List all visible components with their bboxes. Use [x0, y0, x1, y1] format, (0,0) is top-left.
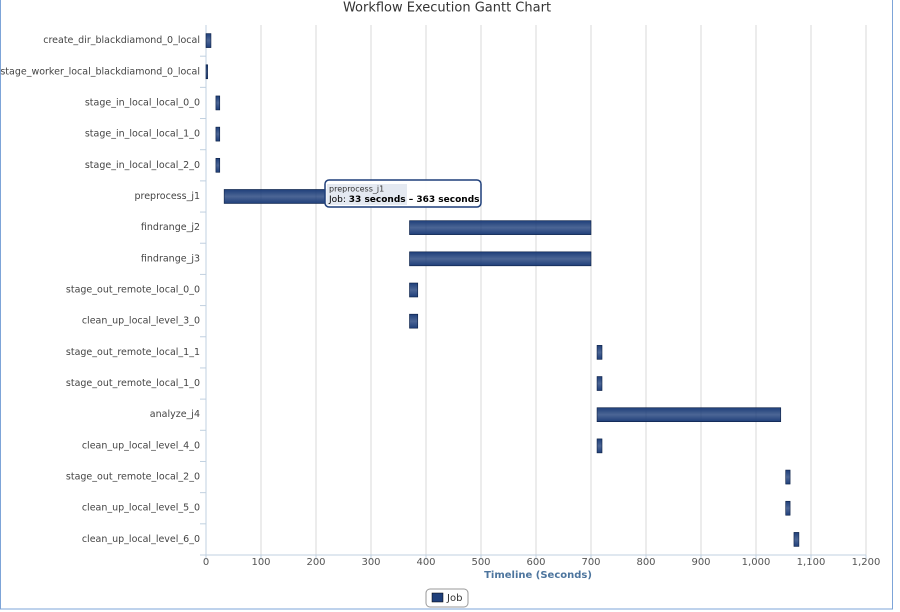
bar: [215, 157, 221, 173]
x-tick-label: 800: [636, 557, 655, 568]
bar: [785, 500, 791, 516]
bar: [205, 33, 212, 48]
x-tick-label: 300: [361, 557, 380, 568]
x-tick-label: 100: [251, 557, 270, 568]
x-tick-label: 700: [581, 557, 600, 568]
y-tick-label: stage_out_remote_local_0_0: [66, 285, 200, 296]
y-tick-label: stage_in_local_local_1_0: [85, 129, 200, 140]
y-tick-label: clean_up_local_level_4_0: [82, 440, 200, 451]
x-tick-label: 900: [691, 557, 710, 568]
y-tick-label: clean_up_local_level_3_0: [82, 316, 200, 327]
y-tick-label: create_dir_blackdiamond_0_local: [43, 35, 200, 46]
bar: [409, 313, 419, 329]
bar: [596, 345, 603, 360]
x-tick-label: 1,100: [797, 557, 826, 568]
y-tick-label: stage_worker_local_blackdiamond_0_local: [0, 66, 200, 77]
bar: [793, 532, 800, 547]
tooltip-highlight: [327, 184, 407, 205]
x-tick-label: 0: [203, 557, 209, 568]
y-tick-label: stage_out_remote_local_2_0: [66, 472, 200, 483]
legend-label[interactable]: Job: [446, 593, 462, 604]
x-tick-label: 600: [526, 557, 545, 568]
chart-title: Workflow Execution Gantt Chart: [343, 1, 551, 16]
bar: [215, 126, 221, 142]
y-tick-label: stage_out_remote_local_1_0: [66, 378, 200, 389]
legend[interactable]: Job: [425, 588, 469, 608]
x-tick-label: 1,000: [742, 557, 771, 568]
y-tick-label: findrange_j3: [141, 253, 200, 264]
x-tick-label: 400: [416, 557, 435, 568]
bar: [596, 376, 603, 391]
bar: [409, 220, 592, 235]
bar: [205, 64, 208, 80]
y-tick-label: clean_up_local_level_6_0: [82, 534, 200, 545]
bar: [409, 282, 419, 298]
bar: [409, 251, 592, 267]
tooltip-line: Job: 33 seconds – 363 seconds: [328, 195, 480, 205]
y-tick-label: stage_in_local_local_0_0: [85, 97, 200, 108]
legend-swatch: [431, 592, 444, 603]
plot: [205, 25, 867, 560]
bar: [215, 95, 221, 111]
x-tick-label: 200: [306, 557, 325, 568]
x-axis-title: Timeline (Seconds): [484, 570, 592, 581]
y-tick-label: clean_up_local_level_5_0: [82, 503, 200, 514]
y-tick-label: analyze_j4: [150, 409, 200, 420]
x-tick-label: 500: [471, 557, 490, 568]
y-tick-label: stage_in_local_local_2_0: [85, 160, 200, 171]
bar: [596, 438, 603, 454]
y-tick-label: stage_out_remote_local_1_1: [66, 347, 200, 358]
bar: [785, 469, 791, 485]
x-tick-label: 1,200: [852, 557, 881, 568]
tooltip-label: Job:: [328, 195, 346, 205]
tooltip-text: 33 seconds – 363 seconds: [349, 195, 480, 205]
tooltip: preprocess_j1 Job: 33 seconds – 363 seco…: [324, 179, 482, 208]
tooltip-title: preprocess_j1: [329, 185, 384, 194]
y-tick-label: preprocess_j1: [134, 191, 200, 202]
bar: [596, 407, 782, 423]
y-tick-label: findrange_j2: [141, 222, 200, 233]
